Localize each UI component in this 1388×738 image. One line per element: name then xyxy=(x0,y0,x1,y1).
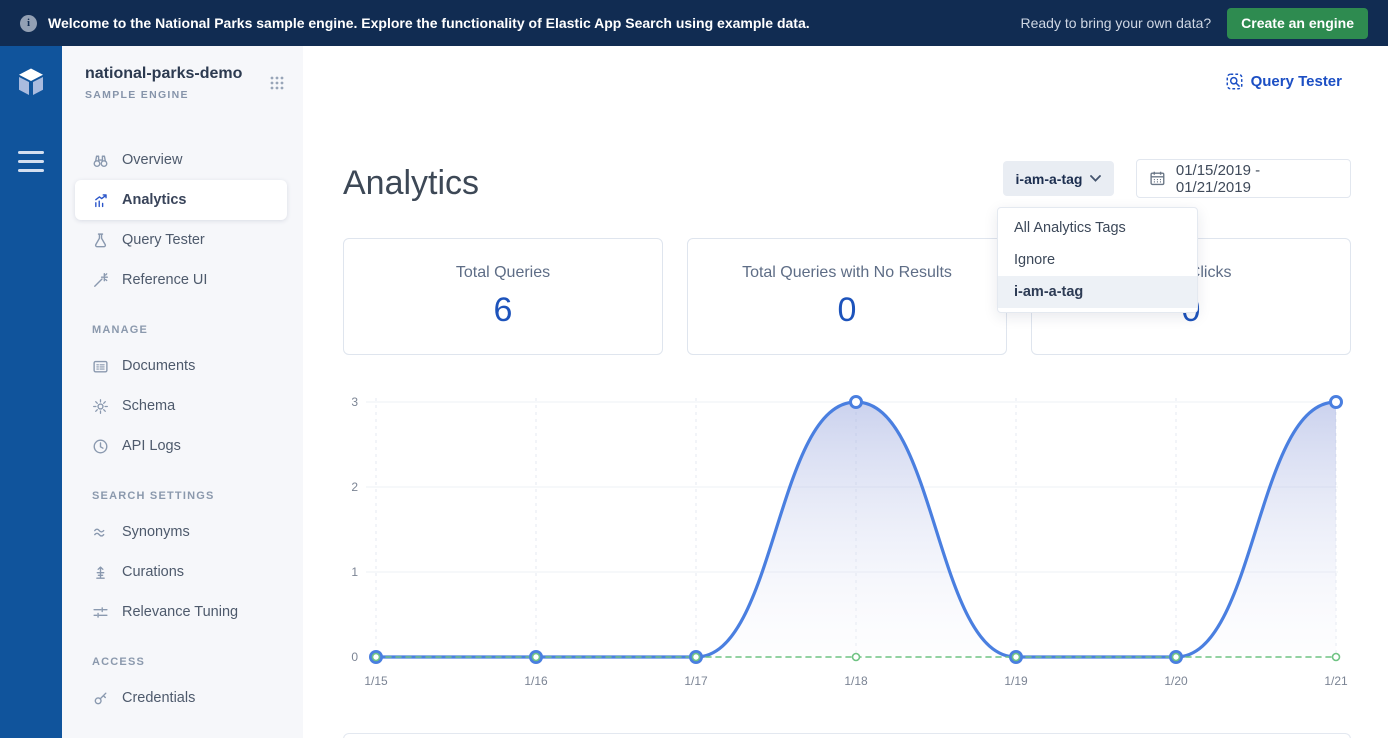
chevron-down-icon xyxy=(1090,175,1102,182)
main-content: Query Tester Analytics i-am-a-tag 01/15/… xyxy=(303,46,1388,738)
curations-icon xyxy=(92,564,109,581)
engine-header: national-parks-demo SAMPLE ENGINE xyxy=(62,46,303,101)
date-range-value: 01/15/2019 - 01/21/2019 xyxy=(1175,161,1261,196)
analytics-chart: 0 1 2 3 1/15 1/16 1/17 1/18 1/19 1/20 1/21 xyxy=(351,395,1348,688)
data-point[interactable] xyxy=(851,652,861,662)
svg-text:1/15: 1/15 xyxy=(364,674,388,688)
data-point[interactable] xyxy=(1331,652,1341,662)
sidebar-section-title: MANAGE xyxy=(92,324,149,336)
sidebar-item-label: Relevance Tuning xyxy=(122,604,239,620)
documents-icon xyxy=(92,358,109,375)
tag-menu-item[interactable]: Ignore xyxy=(1014,252,1056,268)
sidebar-item-label: Synonyms xyxy=(122,524,190,540)
svg-text:2: 2 xyxy=(351,480,358,494)
sidebar-item-label: Overview xyxy=(122,152,183,168)
app-strip xyxy=(0,46,62,738)
info-icon: i xyxy=(20,14,37,32)
engine-type-label: SAMPLE ENGINE xyxy=(85,89,189,101)
svg-text:1/17: 1/17 xyxy=(684,674,708,688)
data-point[interactable] xyxy=(691,652,701,662)
tag-dropdown-value: i-am-a-tag xyxy=(1015,170,1083,187)
query-tester-link[interactable]: Query Tester xyxy=(1226,73,1342,90)
sidebar-item-schema[interactable]: Schema xyxy=(62,386,303,426)
beaker-icon xyxy=(92,232,109,249)
metric-card: Total Queries 6 xyxy=(343,238,663,355)
sidebar-item-analytics[interactable]: Analytics xyxy=(75,180,287,220)
sidebar-item-label: Query Tester xyxy=(122,232,205,248)
sidebar: national-parks-demo SAMPLE ENGINE Overvi… xyxy=(62,46,303,738)
svg-text:1/21: 1/21 xyxy=(1324,674,1348,688)
metric-label: Total Queries with No Results xyxy=(742,264,952,281)
tag-menu-item[interactable]: All Analytics Tags xyxy=(1014,220,1126,236)
metric-value: 0 xyxy=(837,291,857,329)
sidebar-item-curations[interactable]: Curations xyxy=(62,552,303,592)
date-range-picker[interactable]: 01/15/2019 - 01/21/2019 xyxy=(1136,159,1351,198)
chart-container: 0 1 2 3 1/15 1/16 1/17 1/18 1/19 1/20 1/21 xyxy=(340,390,1360,700)
sidebar-item-label: Schema xyxy=(122,398,176,414)
sidebar-item-documents[interactable]: Documents xyxy=(62,346,303,386)
sidebar-nav: Overview Analytics Query Tester Reference U… xyxy=(62,140,303,718)
gear-icon xyxy=(92,398,109,415)
create-engine-button[interactable]: Create an engine xyxy=(1227,7,1368,39)
banner-message: Welcome to the National Parks sample eng… xyxy=(48,15,810,31)
sidebar-item-reference-ui[interactable]: Reference UI xyxy=(62,260,303,300)
binoculars-icon xyxy=(92,152,109,169)
metric-card: Total Queries with No Results 0 xyxy=(687,238,1007,355)
svg-text:1/19: 1/19 xyxy=(1004,674,1028,688)
sidebar-item-credentials[interactable]: Credentials xyxy=(62,678,303,718)
sidebar-item-label: Analytics xyxy=(122,192,187,208)
metric-cards: Total Queries 6 Total Queries with No Resu… xyxy=(343,238,1351,355)
analytics-tag-dropdown[interactable]: i-am-a-tag xyxy=(1003,161,1114,196)
sliders-icon xyxy=(92,604,109,621)
sidebar-item-overview[interactable]: Overview xyxy=(62,140,303,180)
metric-label: Total Queries xyxy=(455,264,551,281)
tag-dropdown-menu: All Analytics Tags Ignore i-am-a-tag xyxy=(997,207,1198,313)
sidebar-item-label: Credentials xyxy=(122,690,196,706)
data-point[interactable] xyxy=(849,395,863,409)
svg-text:0: 0 xyxy=(351,650,358,664)
calendar-icon xyxy=(1150,171,1165,186)
query-tester-icon xyxy=(1226,73,1243,90)
menu-hamburger-icon[interactable] xyxy=(18,151,44,178)
svg-text:1: 1 xyxy=(351,565,358,579)
swiftype-logo[interactable] xyxy=(14,65,48,104)
metric-value: 6 xyxy=(493,291,513,329)
sidebar-item-query-tester[interactable]: Query Tester xyxy=(62,220,303,260)
sidebar-section-title: ACCESS xyxy=(92,656,146,668)
next-panel-edge xyxy=(343,733,1351,738)
data-point[interactable] xyxy=(371,652,381,662)
page-title: Analytics xyxy=(343,164,480,202)
data-point[interactable] xyxy=(1171,652,1181,662)
sidebar-item-label: Documents xyxy=(122,358,196,374)
sidebar-item-label: API Logs xyxy=(122,438,181,454)
engine-name: national-parks-demo xyxy=(85,65,243,82)
sidebar-item-synonyms[interactable]: Synonyms xyxy=(62,512,303,552)
sidebar-item-label: Curations xyxy=(122,564,185,580)
chart-icon xyxy=(92,192,109,209)
svg-text:1/20: 1/20 xyxy=(1164,674,1188,688)
wand-icon xyxy=(92,272,109,289)
sidebar-section-title: SEARCH SETTINGS xyxy=(92,490,215,502)
query-tester-label: Query Tester xyxy=(1250,73,1342,90)
banner-prompt: Ready to bring your own data? xyxy=(1020,15,1212,31)
key-icon xyxy=(92,690,109,707)
data-point[interactable] xyxy=(531,652,541,662)
top-banner: i Welcome to the National Parks sample e… xyxy=(0,0,1388,46)
svg-text:1/18: 1/18 xyxy=(844,674,868,688)
tag-menu-item[interactable]: i-am-a-tag xyxy=(998,276,1197,308)
synonyms-icon xyxy=(92,524,109,541)
clock-icon xyxy=(92,438,109,455)
svg-text:3: 3 xyxy=(351,395,358,409)
sidebar-item-api-logs[interactable]: API Logs xyxy=(62,426,303,466)
sidebar-item-label: Reference UI xyxy=(122,272,208,288)
sidebar-item-relevance-tuning[interactable]: Relevance Tuning xyxy=(62,592,303,632)
data-point[interactable] xyxy=(1011,652,1021,662)
apps-grid-icon[interactable] xyxy=(269,75,285,96)
svg-text:1/16: 1/16 xyxy=(524,674,548,688)
data-point[interactable] xyxy=(1329,395,1343,409)
